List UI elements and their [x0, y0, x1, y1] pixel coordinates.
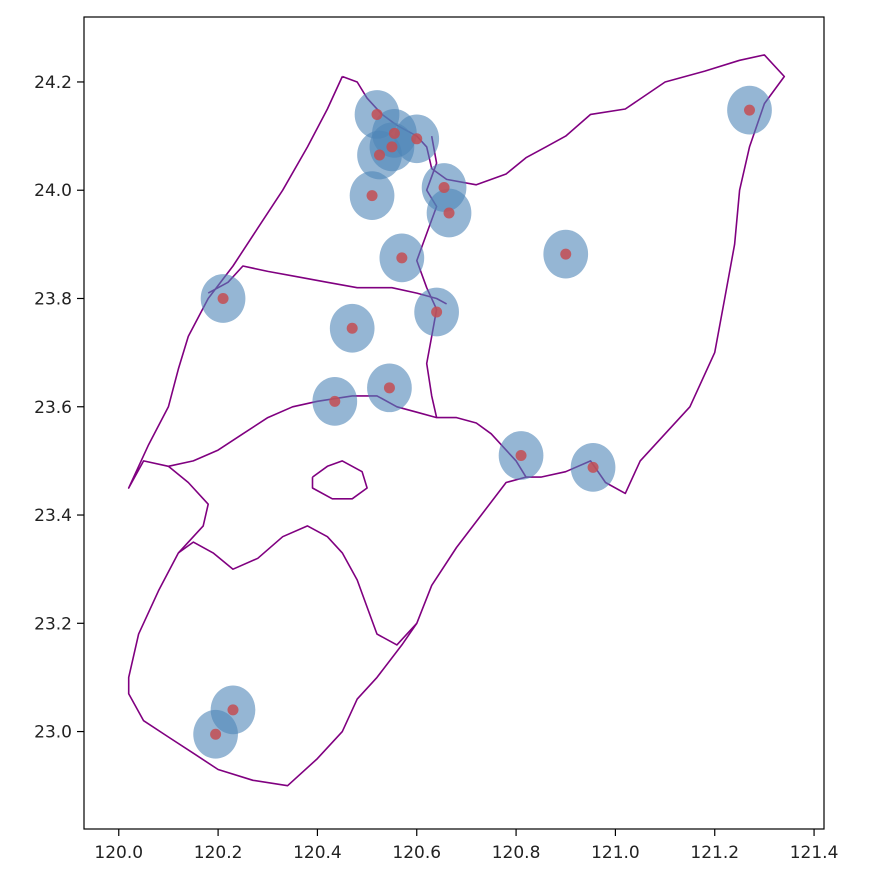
- x-axis: 120.0 120.2 120.4 120.6 120.8 121.0 121.2 121.4: [94, 829, 838, 863]
- station-point: [388, 127, 400, 139]
- station-point: [443, 207, 455, 219]
- station-point: [560, 248, 572, 260]
- station-point: [227, 704, 239, 716]
- station-point: [396, 252, 408, 264]
- y-tick-label: 23.4: [34, 506, 72, 526]
- station-point: [346, 322, 358, 334]
- station-point: [371, 108, 383, 120]
- x-tick-label: 120.4: [293, 843, 342, 863]
- plot-frame: [83, 16, 825, 830]
- plot-area: [84, 17, 824, 829]
- boundary-line-4: [127, 465, 527, 787]
- station-point: [374, 149, 386, 161]
- x-tick-label: 121.4: [790, 843, 839, 863]
- station-point: [515, 449, 527, 461]
- station-point: [587, 461, 599, 473]
- station-point: [329, 395, 341, 407]
- y-axis: 23.0 23.2 23.4 23.6 23.8 24.0 24.2: [34, 73, 84, 743]
- x-tick-label: 121.2: [690, 843, 739, 863]
- station-point: [210, 728, 222, 740]
- station-point: [386, 141, 398, 153]
- station-point: [431, 306, 443, 318]
- station-point: [366, 190, 378, 202]
- station-points: [210, 104, 756, 740]
- y-tick-label: 23.2: [34, 614, 72, 634]
- station-point: [411, 133, 423, 145]
- y-tick-label: 24.2: [34, 73, 72, 93]
- station-point: [438, 182, 450, 194]
- y-tick-label: 24.0: [34, 181, 72, 201]
- y-tick-label: 23.6: [34, 398, 72, 418]
- station-point: [744, 104, 756, 116]
- boundary-line-5: [177, 525, 418, 646]
- y-tick-label: 23.0: [34, 723, 72, 743]
- x-tick-label: 120.0: [94, 843, 143, 863]
- boundary-line-6: [311, 460, 368, 500]
- station-point: [217, 292, 229, 304]
- boundary-line-1: [127, 54, 786, 495]
- x-tick-label: 120.6: [392, 843, 441, 863]
- station-point: [383, 382, 395, 394]
- x-tick-label: 121.0: [591, 843, 640, 863]
- x-tick-label: 120.8: [492, 843, 541, 863]
- y-tick-label: 23.8: [34, 289, 72, 309]
- x-tick-label: 120.2: [194, 843, 243, 863]
